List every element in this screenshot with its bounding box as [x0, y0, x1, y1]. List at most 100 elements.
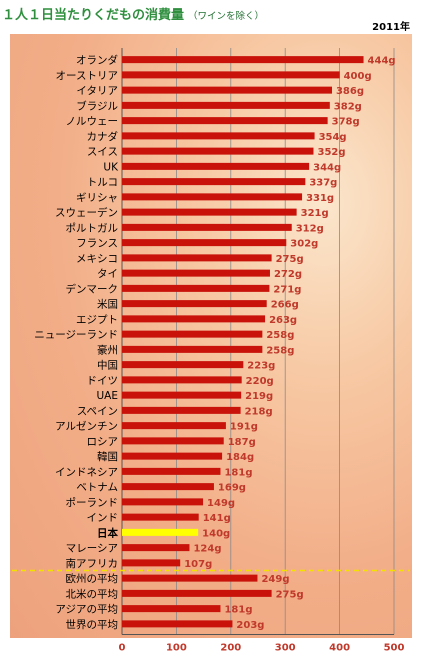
category-label: UK	[103, 161, 119, 173]
bar-chart: 0 100 200 300 400 500 オランダ 444g オーストリア 400g イタリア 38…	[12, 48, 410, 654]
bar	[122, 300, 267, 308]
data-label: 302g	[290, 239, 318, 250]
data-label: 354g	[319, 132, 347, 143]
data-label: 378g	[332, 117, 360, 128]
category-label: インド	[87, 512, 119, 524]
data-label: 275g	[276, 254, 304, 265]
data-label: 169g	[218, 483, 246, 494]
bar	[122, 254, 272, 262]
bar	[122, 406, 241, 414]
bar	[122, 315, 266, 323]
category-label: 北米の平均	[66, 587, 119, 600]
x-tick-label: 100	[166, 643, 187, 654]
data-label: 312g	[296, 223, 324, 234]
category-label: ベトナム	[76, 482, 118, 494]
chart-title: １人１日当たりくだもの消費量 （ワインを除く）	[2, 4, 264, 23]
bar	[122, 391, 242, 399]
category-label: 中国	[97, 359, 118, 372]
bar	[122, 528, 199, 536]
bar	[122, 589, 272, 597]
data-label: 258g	[266, 345, 294, 356]
bar	[122, 330, 263, 338]
category-label: 南アフリカ	[66, 557, 119, 570]
category-label: スイス	[87, 146, 118, 158]
data-label: 263g	[269, 315, 297, 326]
bar	[122, 483, 214, 491]
bar	[122, 452, 223, 460]
category-label: ブラジル	[76, 99, 118, 112]
data-label: 321g	[301, 208, 329, 219]
bar	[122, 620, 233, 628]
category-label: フランス	[76, 238, 118, 250]
category-label: アルゼンチン	[55, 421, 118, 433]
bar	[122, 86, 332, 94]
category-label: トルコ	[87, 177, 118, 189]
bar	[122, 376, 242, 384]
data-label: 191g	[230, 422, 258, 433]
data-label: 220g	[246, 376, 274, 387]
data-label: 271g	[273, 284, 301, 295]
bar	[122, 544, 190, 552]
data-label: 184g	[226, 452, 254, 463]
data-label: 266g	[271, 300, 299, 311]
category-label: ギリシャ	[76, 192, 118, 204]
data-label: 107g	[184, 559, 212, 570]
x-tick-label: 300	[275, 643, 296, 654]
data-label: 187g	[228, 437, 256, 448]
category-label: 豪州	[97, 343, 118, 356]
data-label: 275g	[276, 589, 304, 600]
bar	[122, 71, 340, 79]
category-label: エジプト	[76, 314, 118, 326]
category-label: ニュージーランド	[34, 329, 118, 341]
category-label: スウェーデン	[55, 206, 118, 219]
x-tick-label: 0	[119, 643, 126, 654]
data-label: 382g	[334, 101, 362, 112]
category-label: ポーランド	[66, 497, 119, 509]
x-tick-label: 500	[384, 643, 405, 654]
category-label: 日本	[97, 526, 118, 539]
chart-subtitle: （ワインを除く）	[188, 11, 265, 22]
category-label: デンマーク	[66, 282, 119, 295]
data-label: 272g	[274, 269, 302, 280]
data-label: 352g	[317, 147, 345, 158]
bar	[122, 605, 221, 613]
data-label: 344g	[313, 162, 341, 173]
data-label: 331g	[306, 193, 334, 204]
category-label: アジアの平均	[55, 604, 118, 616]
bar	[122, 193, 303, 201]
category-label: 韓国	[97, 451, 118, 463]
category-label: オランダ	[76, 54, 118, 67]
data-label: 337g	[309, 178, 337, 189]
category-label: 米国	[97, 298, 118, 311]
bar	[122, 56, 364, 64]
category-label: タイ	[97, 268, 118, 280]
bar	[122, 178, 306, 186]
data-label: 203g	[236, 620, 264, 631]
data-label: 249g	[261, 574, 289, 585]
category-label: 欧州の平均	[66, 573, 119, 585]
chart-title-main: １人１日当たりくだもの消費量	[2, 8, 185, 23]
bar	[122, 208, 297, 216]
bar	[122, 117, 328, 125]
bar	[122, 574, 258, 582]
x-tick-label: 200	[220, 643, 241, 654]
category-label: スペイン	[77, 405, 118, 417]
data-label: 140g	[202, 528, 230, 539]
bar	[122, 361, 244, 369]
category-label: ドイツ	[87, 375, 119, 387]
bar	[122, 132, 315, 140]
bar	[122, 422, 226, 430]
bar	[122, 162, 310, 170]
category-label: UAE	[96, 390, 118, 402]
data-label: 219g	[245, 391, 273, 402]
category-label: ポルトガル	[66, 222, 119, 234]
data-label: 223g	[247, 361, 275, 372]
bar	[122, 147, 314, 155]
category-label: ノルウェー	[66, 116, 119, 128]
category-label: ロシア	[87, 436, 119, 448]
bar	[122, 239, 287, 247]
category-label: マレーシア	[66, 543, 118, 555]
data-label: 181g	[224, 467, 252, 478]
data-label: 218g	[245, 406, 273, 417]
data-label: 149g	[207, 498, 235, 509]
